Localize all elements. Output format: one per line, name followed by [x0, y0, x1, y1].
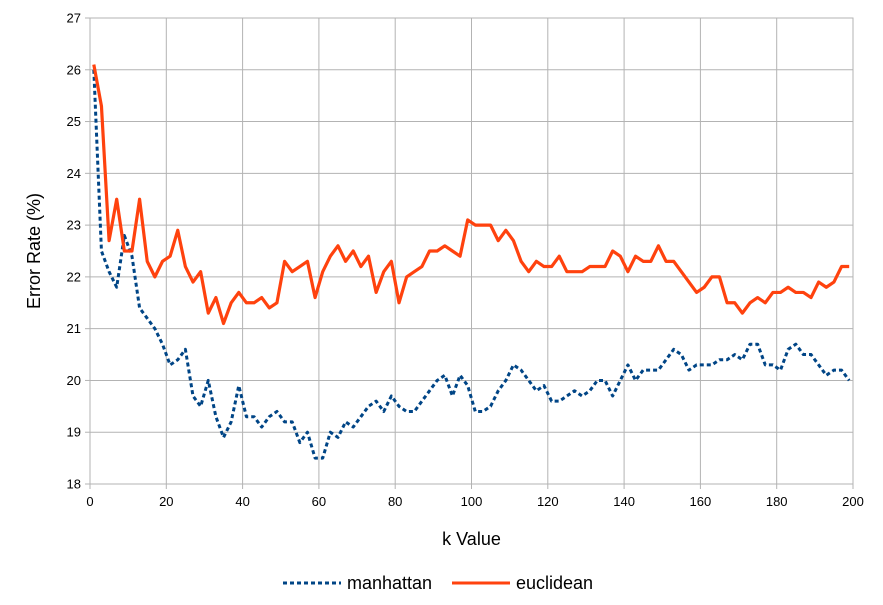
y-tick-label: 23	[67, 218, 81, 233]
legend: manhattan euclidean	[283, 573, 593, 593]
series-layer	[92, 64, 851, 460]
y-tick-label: 20	[67, 373, 81, 388]
y-axis-title: Error Rate (%)	[24, 193, 44, 309]
x-axis-title: k Value	[442, 529, 501, 549]
y-tick-label: 27	[67, 11, 81, 26]
x-tick-label: 160	[690, 494, 712, 509]
gridlines	[85, 17, 854, 489]
tick-labels: 0 20 40 60 80 100 120 140 160 180 200 18 19 20 21 22 23 2…	[67, 11, 864, 510]
x-tick-label: 180	[766, 494, 788, 509]
plot-area-border	[89, 17, 854, 485]
series-line-manhattan	[92, 69, 851, 460]
y-tick-label: 22	[67, 269, 81, 284]
x-tick-label: 120	[537, 494, 559, 509]
x-tick-label: 140	[613, 494, 635, 509]
x-tick-label: 80	[388, 494, 402, 509]
series-line-euclidean	[92, 64, 850, 326]
y-tick-label: 18	[67, 477, 81, 492]
x-tick-label: 20	[159, 494, 173, 509]
legend-label-manhattan: manhattan	[347, 573, 432, 593]
y-tick-label: 24	[67, 166, 81, 181]
y-tick-label: 25	[67, 114, 81, 129]
x-tick-label: 100	[461, 494, 483, 509]
y-tick-label: 21	[67, 321, 81, 336]
y-tick-label: 19	[67, 425, 81, 440]
x-tick-label: 0	[86, 494, 93, 509]
legend-label-euclidean: euclidean	[516, 573, 593, 593]
x-tick-label: 60	[312, 494, 326, 509]
x-tick-label: 200	[842, 494, 864, 509]
x-tick-label: 40	[235, 494, 249, 509]
y-tick-label: 26	[67, 62, 81, 77]
